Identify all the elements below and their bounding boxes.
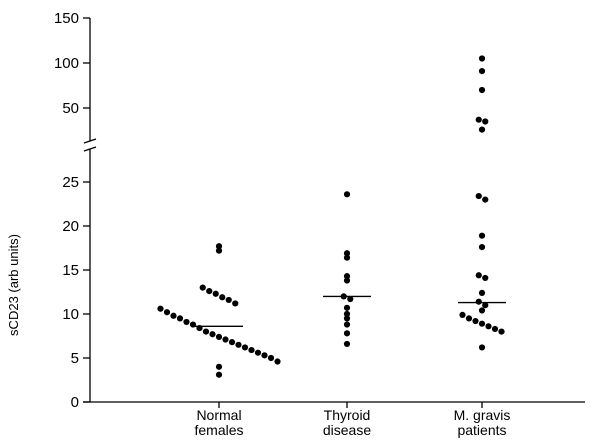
data-point	[189, 321, 197, 328]
data-point	[478, 55, 486, 62]
data-point	[478, 232, 486, 239]
data-point	[343, 321, 351, 328]
data-point	[478, 126, 486, 133]
data-point	[199, 284, 206, 291]
data-point	[267, 354, 275, 362]
y-axis-title: sCD23 (arb units)	[6, 234, 21, 336]
data-point	[478, 244, 486, 251]
data-point	[343, 304, 351, 311]
data-point	[274, 358, 281, 365]
data-point	[157, 305, 164, 312]
data-point	[482, 118, 489, 125]
data-point	[475, 298, 482, 305]
data-point	[343, 340, 351, 348]
y-tick-label: 10	[62, 306, 79, 323]
data-point	[235, 341, 242, 348]
data-point	[478, 289, 486, 296]
data-point	[343, 310, 351, 318]
data-point	[491, 325, 499, 333]
data-point	[343, 191, 351, 198]
data-point	[343, 277, 351, 284]
data-point	[215, 243, 223, 250]
data-point	[343, 315, 351, 322]
data-point	[232, 300, 239, 307]
data-point	[343, 254, 351, 261]
data-point	[472, 317, 479, 325]
data-point	[475, 116, 482, 123]
y-tick-label: 150	[54, 10, 79, 27]
data-point	[241, 344, 249, 351]
data-point	[261, 352, 268, 359]
data-point	[475, 272, 482, 279]
data-point	[482, 274, 489, 282]
axis-break-mark	[83, 138, 97, 144]
y-tick-label: 25	[62, 174, 79, 191]
y-tick-label: 5	[71, 350, 79, 367]
data-point	[183, 318, 190, 326]
median-lines	[195, 295, 506, 328]
data-point	[482, 196, 489, 203]
data-point	[219, 294, 226, 301]
data-point	[209, 331, 216, 338]
y-axis: 0 5 10 15 20 25 50 100 150	[54, 10, 97, 411]
axis-break-mark	[83, 146, 97, 152]
data-point	[478, 86, 486, 94]
data-point	[206, 288, 213, 295]
y-tick-label: 100	[54, 55, 79, 72]
category-label: Thyroid disease	[323, 407, 371, 438]
data-point	[225, 296, 232, 304]
data-point	[215, 333, 223, 340]
data-point	[202, 328, 210, 335]
data-point	[340, 293, 347, 300]
data-point	[212, 290, 219, 297]
data-points	[157, 55, 505, 378]
data-point	[196, 324, 203, 332]
x-axis: Normal females Thyroid disease M. gravis pati…	[83, 401, 585, 438]
data-point	[215, 363, 223, 370]
data-point	[459, 311, 466, 318]
data-point	[170, 312, 177, 319]
y-tick-label: 20	[62, 218, 79, 235]
data-point	[215, 247, 223, 254]
data-point	[228, 339, 236, 346]
data-point	[478, 307, 486, 314]
data-point	[465, 315, 473, 322]
data-point	[485, 323, 492, 330]
data-point	[475, 192, 482, 200]
data-point	[478, 320, 486, 327]
data-point	[343, 330, 351, 337]
category-label: Normal females	[194, 407, 243, 438]
data-point	[215, 371, 223, 378]
data-point	[343, 250, 351, 257]
data-point	[482, 302, 489, 309]
y-tick-label: 0	[71, 394, 79, 411]
data-point	[254, 349, 262, 356]
data-point	[347, 295, 354, 303]
data-point	[163, 309, 171, 316]
data-point	[478, 68, 486, 75]
y-tick-label: 50	[62, 100, 79, 117]
data-point	[478, 344, 486, 351]
data-point	[176, 315, 184, 322]
data-point	[498, 328, 505, 335]
data-point	[222, 336, 229, 343]
category-label: M. gravis patients	[454, 407, 511, 438]
y-tick-label: 15	[62, 262, 79, 279]
data-point	[343, 273, 351, 280]
data-point	[248, 346, 255, 354]
